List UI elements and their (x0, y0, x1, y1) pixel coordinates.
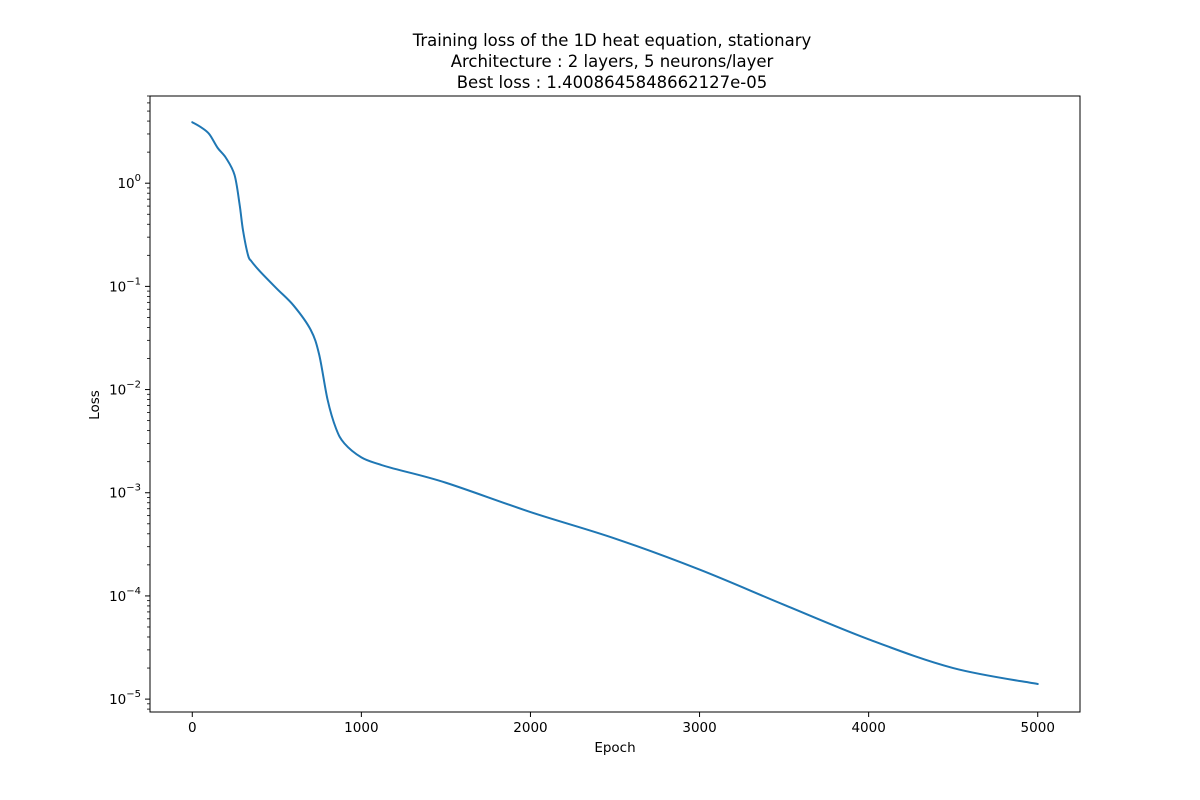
y-tick-label: 10−3 (109, 483, 141, 502)
y-axis-label: Loss (87, 390, 103, 420)
y-tick-exponent: 0 (135, 173, 141, 184)
y-tick-exponent: −1 (126, 276, 141, 287)
x-tick-label: 2000 (513, 720, 547, 736)
y-tick-base: 10 (109, 692, 126, 708)
x-tick-label: 1000 (344, 720, 378, 736)
x-tick-label: 3000 (682, 720, 716, 736)
y-tick-exponent: −4 (126, 586, 141, 597)
x-tick-label: 0 (188, 720, 197, 736)
chart-title: Training loss of the 1D heat equation, s… (412, 31, 812, 92)
x-axis: 0 1000 2000 3000 4000 5000 (188, 712, 1055, 736)
title-line-3: Best loss : 1.4008645848662127e-05 (457, 73, 768, 92)
y-tick-base: 10 (109, 279, 126, 295)
axes-frame (149, 95, 1081, 713)
y-tick-exponent: −5 (126, 689, 141, 700)
x-tick-label: 4000 (851, 720, 885, 736)
y-tick-base: 10 (109, 383, 126, 399)
y-tick-label: 100 (117, 173, 141, 192)
y-tick-label: 10−5 (109, 689, 141, 708)
y-tick-label: 10−1 (109, 276, 141, 295)
title-line-2: Architecture : 2 layers, 5 neurons/layer (451, 52, 774, 71)
y-tick-label: 10−4 (109, 586, 141, 605)
title-line-1: Training loss of the 1D heat equation, s… (412, 31, 812, 50)
series-line-1 (191, 121, 1039, 686)
series-group (191, 121, 1039, 686)
y-tick-exponent: −3 (126, 483, 141, 494)
x-axis-label: Epoch (594, 740, 635, 756)
y-tick-base: 10 (109, 589, 126, 605)
x-tick-label: 5000 (1021, 720, 1055, 736)
y-tick-base: 10 (117, 176, 134, 192)
y-tick-label: 10−2 (109, 380, 141, 399)
plot-area-border (149, 95, 1081, 713)
y-tick-exponent: −2 (126, 380, 141, 391)
y-tick-base: 10 (109, 486, 126, 502)
